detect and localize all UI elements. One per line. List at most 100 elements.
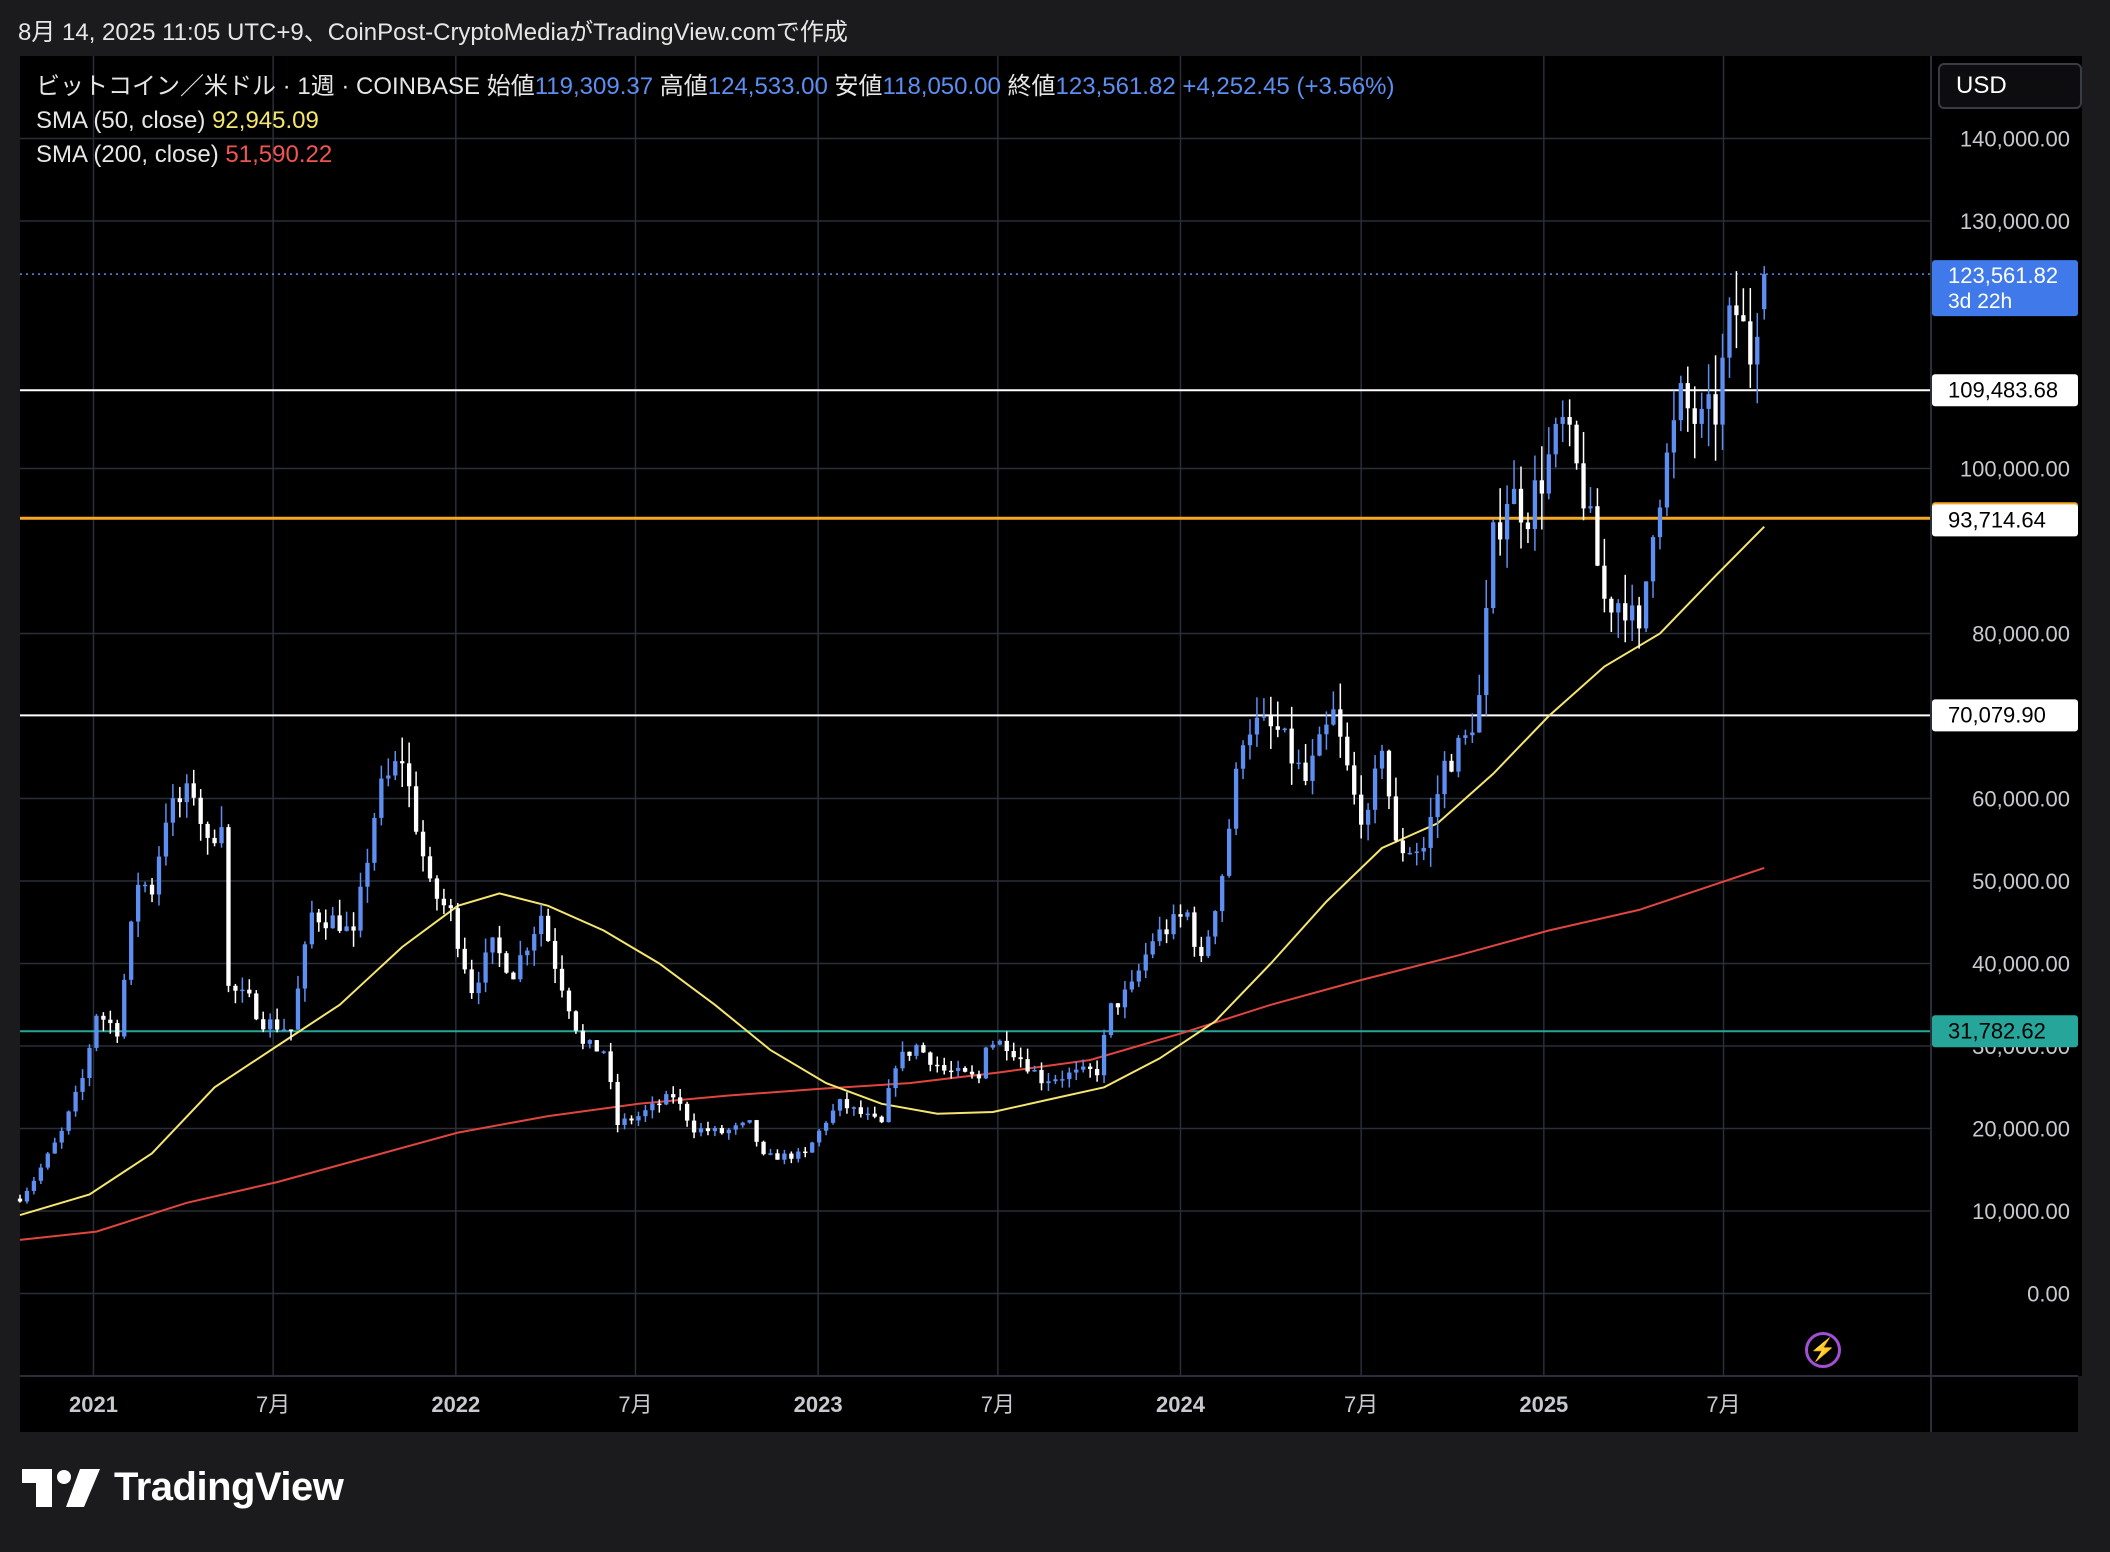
candle-body [135, 884, 141, 922]
legend-sma50-label: SMA (50, close) [36, 107, 206, 134]
candle-body [928, 1052, 933, 1065]
candle-body [525, 950, 530, 956]
candle-body [1171, 914, 1176, 935]
candle-body [1741, 315, 1746, 322]
candle-body [406, 763, 412, 787]
candle-body [1546, 454, 1551, 494]
candle-body [1157, 929, 1162, 942]
tradingview-logo: TradingView [22, 1465, 344, 1510]
candle-body [1484, 608, 1489, 696]
y-tick-label: 20,000.00 [1972, 1117, 2070, 1142]
candle-body [66, 1111, 71, 1131]
candle-body [1039, 1070, 1044, 1084]
candle-body [969, 1071, 975, 1075]
candle-body [1706, 394, 1711, 409]
candle-body [1727, 305, 1732, 358]
candle-body [1463, 735, 1468, 738]
candle-body [942, 1065, 947, 1071]
candle-body [1213, 911, 1218, 937]
price-tag [1932, 260, 2078, 317]
candle-body [865, 1113, 870, 1116]
candle-body [1296, 762, 1301, 765]
candle-body [448, 905, 453, 909]
candle-body [1081, 1066, 1086, 1070]
candle-body [1393, 796, 1399, 841]
candle-body [1206, 936, 1211, 957]
candle-body [879, 1116, 884, 1123]
candle-body [1456, 737, 1461, 772]
candle-body [400, 761, 405, 764]
candle-body [1497, 522, 1503, 540]
candle-body [59, 1130, 64, 1143]
candle-body [518, 955, 523, 980]
candle-body [1636, 605, 1642, 629]
candle-body [935, 1064, 940, 1067]
candle-body [997, 1040, 1002, 1045]
candle-body [775, 1153, 780, 1160]
candle-body [1574, 424, 1579, 464]
candle-body [705, 1128, 711, 1132]
candle-body [1588, 506, 1593, 509]
x-tick-label: 2021 [69, 1392, 118, 1417]
candle-body [733, 1125, 738, 1130]
candle-body [983, 1047, 989, 1079]
candle-body [1671, 420, 1677, 453]
time-axis-area [20, 1376, 2078, 1432]
candle-body [1435, 794, 1440, 818]
sma200-line [19, 866, 1765, 1241]
candle-body [142, 884, 148, 887]
sma50-line [19, 525, 1765, 1217]
candle-body [740, 1122, 745, 1126]
candle-body [893, 1068, 898, 1089]
chart-svg[interactable]: 0.0010,000.0020,000.0030,000.0040,000.00… [0, 0, 2110, 1450]
candle-body [288, 1029, 294, 1031]
candle-body [413, 786, 419, 832]
candle-body [532, 934, 537, 951]
candle-body [823, 1122, 829, 1131]
candle-body [205, 823, 210, 838]
candle-body [149, 884, 155, 895]
candle-body [698, 1128, 704, 1133]
candle-body [1345, 736, 1350, 766]
candle-body [657, 1103, 662, 1106]
candle-body [344, 926, 349, 931]
candle-body [1720, 357, 1725, 425]
candle-body [316, 912, 321, 923]
candle-body [1331, 709, 1336, 725]
candle-body [420, 831, 426, 857]
candle-body [1275, 726, 1280, 730]
legend-sma200-value: 51,590.22 [225, 141, 333, 168]
candle-body [1011, 1051, 1016, 1058]
candle-body [573, 1011, 579, 1031]
candle-body [1053, 1079, 1058, 1082]
candle-body [1136, 970, 1141, 982]
price-tag [1932, 374, 2078, 407]
candle-body [726, 1129, 731, 1134]
candle-body [1449, 760, 1454, 772]
candle-body [684, 1103, 690, 1121]
candle-body [955, 1067, 961, 1071]
candle-body [1685, 383, 1690, 409]
candle-body [719, 1127, 725, 1134]
currency-selector[interactable]: USD [1938, 63, 2082, 109]
candle-body [691, 1120, 697, 1133]
candle-body [851, 1107, 857, 1109]
x-tick-label: 7月 [618, 1392, 652, 1417]
lightning-icon[interactable]: ⚡ [1805, 1332, 1841, 1368]
x-tick-label: 2023 [794, 1392, 843, 1417]
candle-body [1692, 408, 1697, 424]
candle-body [1310, 755, 1315, 781]
price-tag-label: 93,714.64 [1948, 507, 2046, 532]
candle-body [1407, 852, 1412, 855]
y-tick-label: 0.00 [2027, 1282, 2070, 1307]
legend-change: +4,252.45 (+3.56%) [1182, 73, 1395, 100]
candle-body [434, 878, 440, 899]
y-tick-label: 40,000.00 [1972, 952, 2070, 977]
candle-body [1518, 488, 1524, 523]
candle-body [1630, 605, 1635, 621]
legend-high-label: 高値 [659, 73, 708, 100]
candle-body [177, 798, 182, 803]
candle-body [122, 979, 127, 1037]
candle-body [712, 1127, 718, 1132]
candle-body [309, 912, 315, 945]
